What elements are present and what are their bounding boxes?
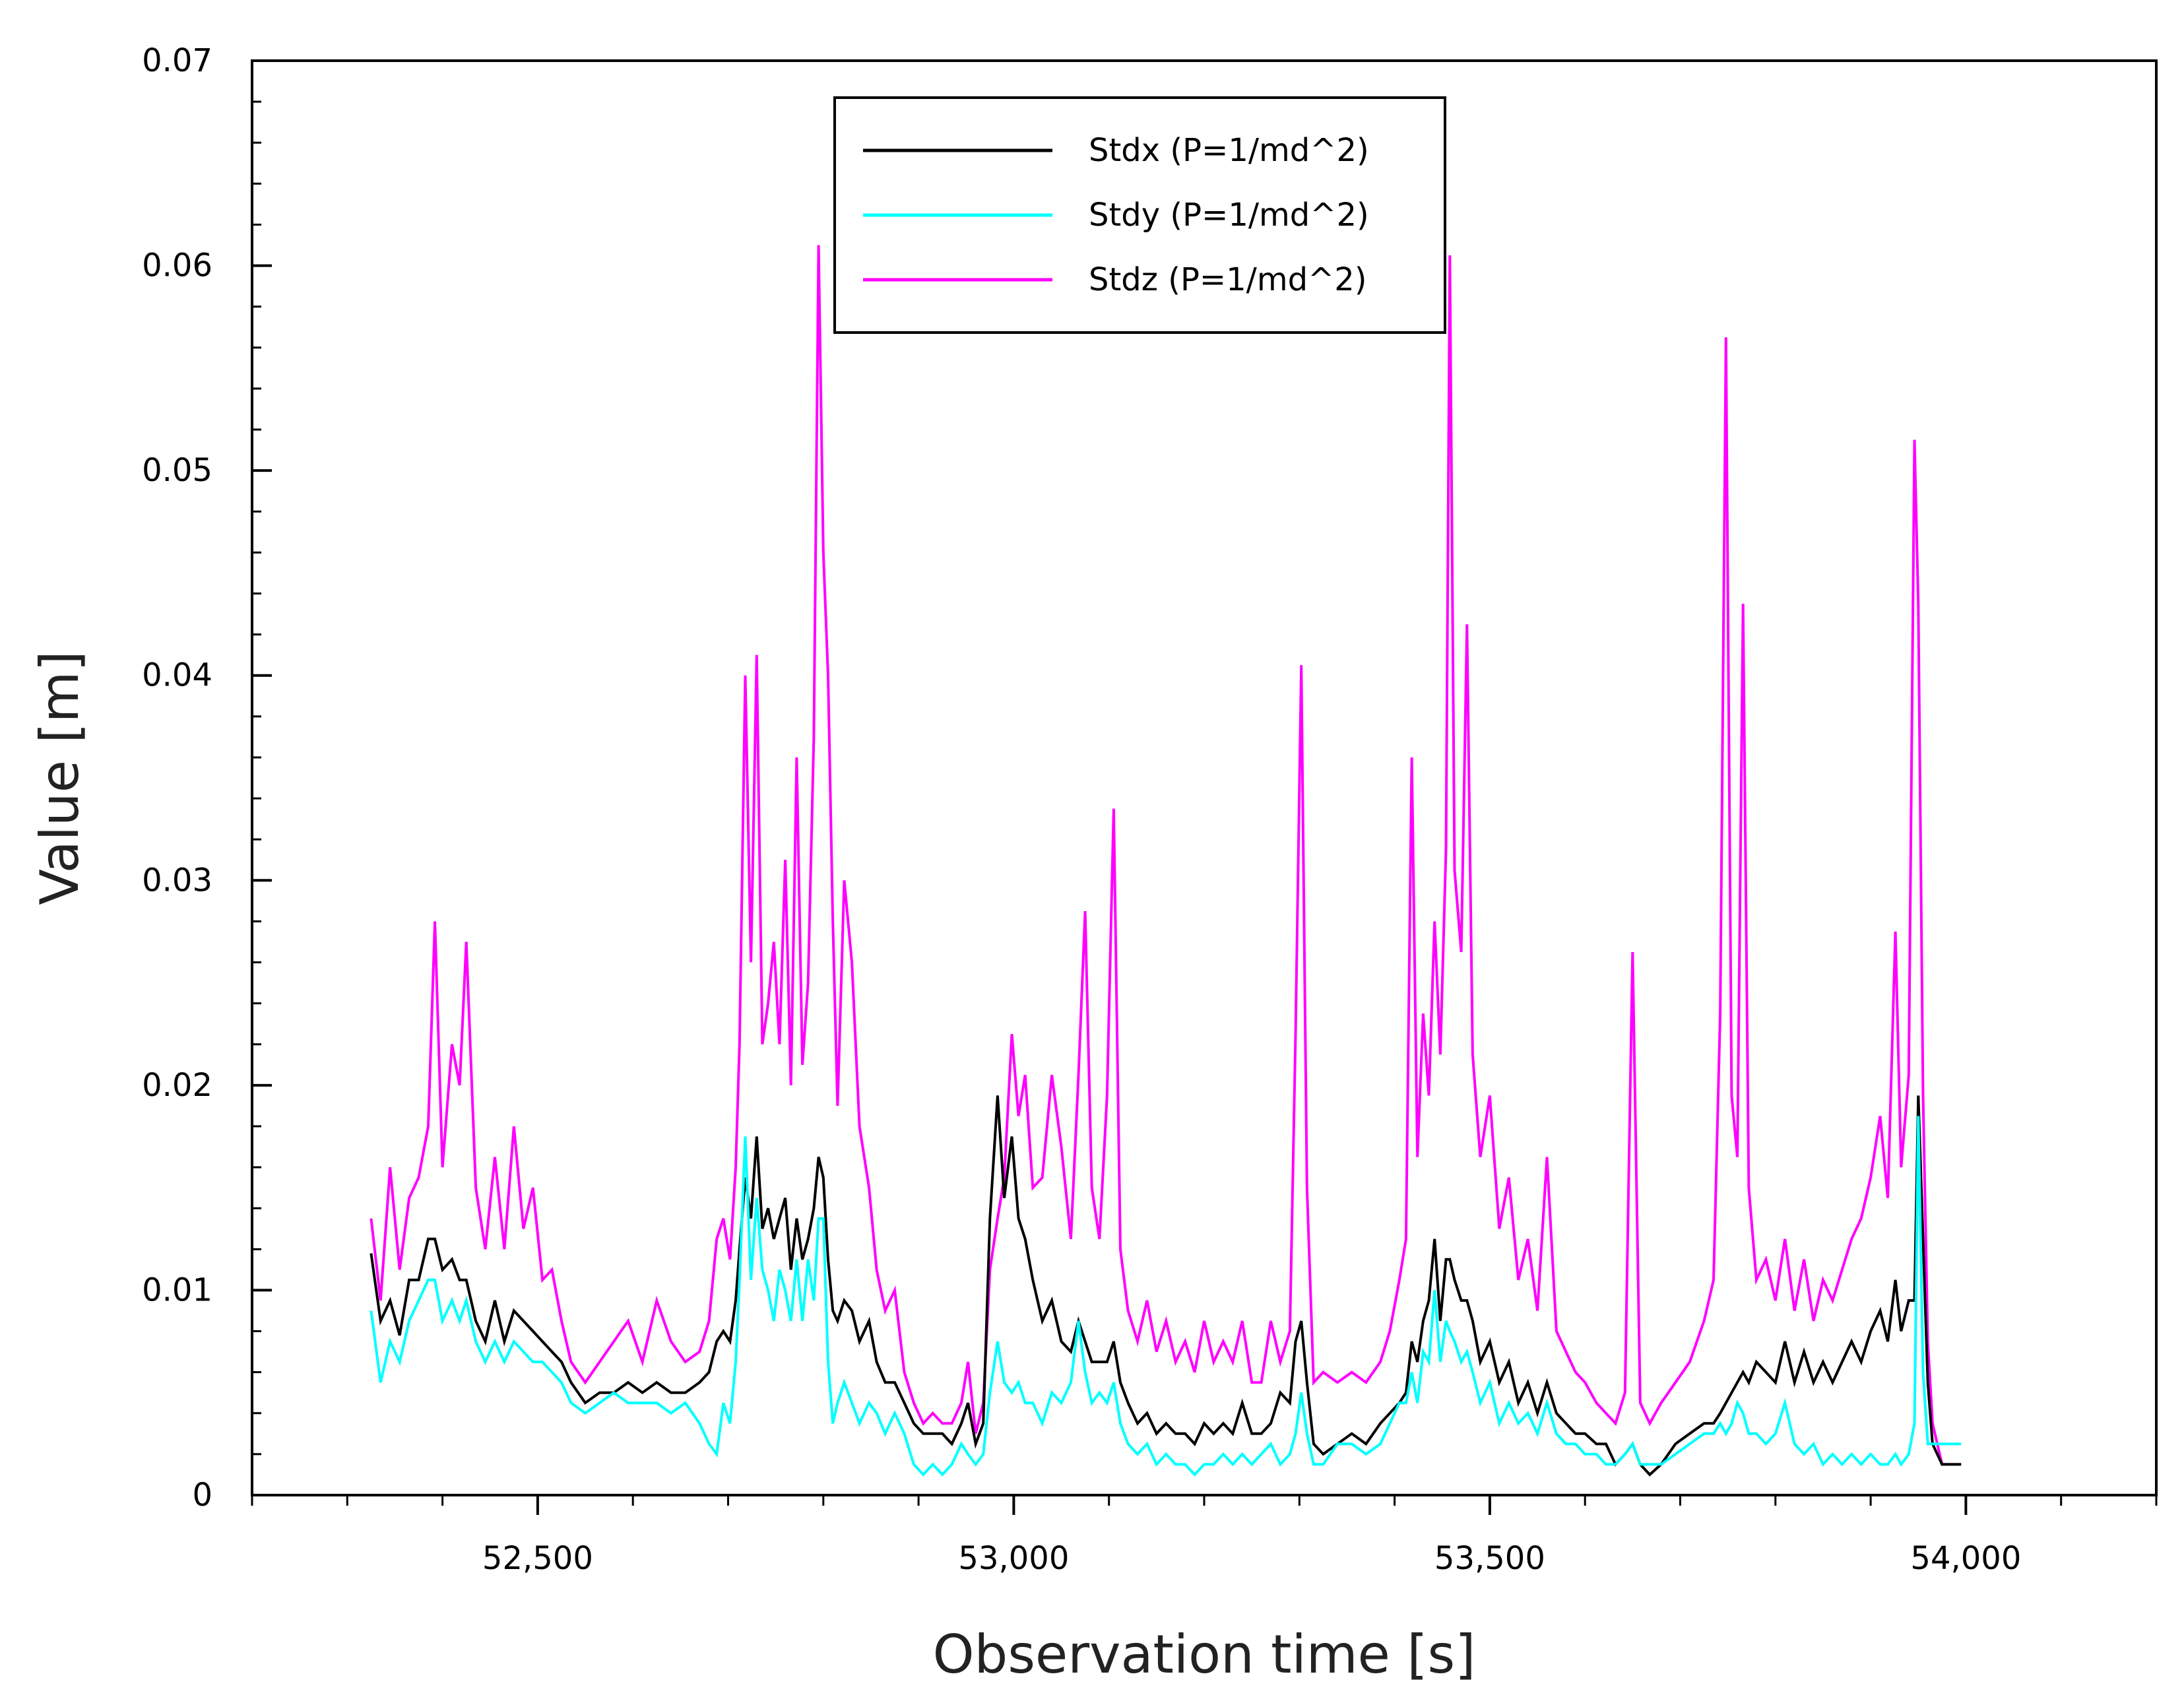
ticks-layer: 0 0.01 0.02 0.03 0.04 0.05 0.06 0.07 52,500 53,00… <box>142 42 2158 1577</box>
legend-label: Stdx (P=1/md^2) <box>1089 132 1369 169</box>
x-tick-label: 53,500 <box>1434 1540 1545 1577</box>
series-line-stdx <box>369 1095 1962 1477</box>
series-line-stdy <box>369 1116 1962 1477</box>
y-tick-label: 0.01 <box>142 1271 212 1308</box>
y-tick-label: 0.06 <box>142 247 212 284</box>
y-axis-label: Value [m] <box>29 651 90 905</box>
x-axis-label: Observation time [s] <box>933 1624 1476 1685</box>
series-layer <box>369 245 1962 1477</box>
x-tick-label: 53,000 <box>958 1540 1069 1577</box>
x-tick-label: 54,000 <box>1910 1540 2021 1577</box>
y-tick-label: 0.07 <box>142 42 212 79</box>
legend: Stdx (P=1/md^2) Stdy (P=1/md^2) Stdz (P=1/… <box>833 96 1446 334</box>
y-tick-label: 0 <box>192 1477 212 1514</box>
y-tick-label: 0.02 <box>142 1067 212 1104</box>
y-tick-label: 0.03 <box>142 862 212 899</box>
series-line-stdz <box>369 245 1962 1466</box>
legend-label: Stdz (P=1/md^2) <box>1089 261 1367 298</box>
y-tick-label: 0.04 <box>142 657 212 694</box>
x-tick-label: 52,500 <box>482 1540 593 1577</box>
legend-label: Stdy (P=1/md^2) <box>1089 197 1369 234</box>
y-tick-label: 0.05 <box>142 452 212 489</box>
